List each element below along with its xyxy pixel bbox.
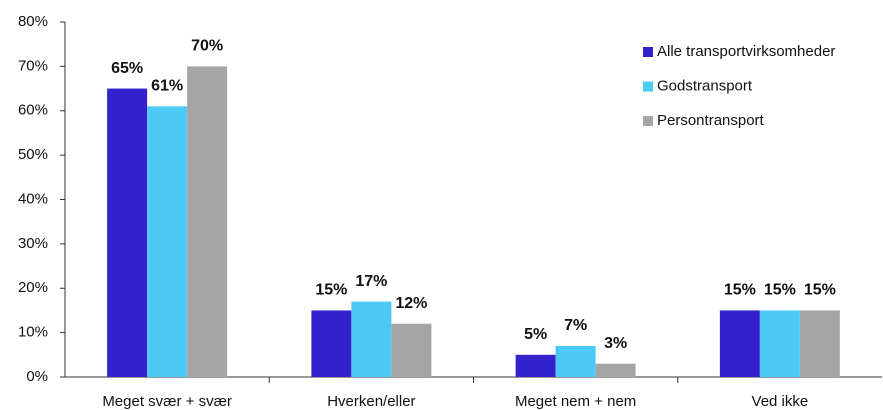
bar <box>107 88 148 377</box>
legend-label: Godstransport <box>657 77 753 94</box>
value-label: 15% <box>315 282 347 299</box>
value-label: 15% <box>724 282 756 299</box>
bar <box>595 363 636 377</box>
y-tick-label: 60% <box>18 102 48 119</box>
bar <box>759 310 800 377</box>
y-tick-label: 50% <box>18 146 48 163</box>
bar <box>311 310 352 377</box>
value-label: 12% <box>395 295 427 312</box>
value-label: 5% <box>524 326 547 343</box>
bar <box>515 354 556 377</box>
legend-swatch <box>643 47 653 57</box>
y-tick-label: 30% <box>18 235 48 252</box>
y-tick-label: 10% <box>18 324 48 341</box>
value-label: 15% <box>764 282 796 299</box>
x-tick-label: Hverken/eller <box>327 393 415 410</box>
value-label: 65% <box>111 60 143 77</box>
bar <box>147 106 188 377</box>
value-label: 17% <box>355 273 387 290</box>
y-tick-label: 20% <box>18 279 48 296</box>
value-label: 70% <box>191 38 223 55</box>
legend-label: Persontransport <box>657 112 765 129</box>
value-label: 61% <box>151 78 183 95</box>
legend-label: Alle transportvirksomheder <box>657 43 835 60</box>
bar <box>391 323 432 377</box>
bar <box>187 66 228 377</box>
bar <box>719 310 760 377</box>
x-tick-label: Meget nem + nem <box>515 393 636 410</box>
bar <box>799 310 840 377</box>
y-tick-label: 80% <box>18 13 48 30</box>
value-label: 15% <box>804 282 836 299</box>
y-tick-label: 0% <box>26 368 48 385</box>
bar <box>351 301 392 377</box>
value-label: 7% <box>564 317 587 334</box>
x-tick-label: Meget svær + svær <box>102 393 232 410</box>
x-tick-label: Ved ikke <box>752 393 809 410</box>
y-tick-label: 70% <box>18 57 48 74</box>
value-label: 3% <box>604 335 627 352</box>
legend-swatch <box>643 116 653 126</box>
bar <box>555 345 596 377</box>
y-tick-label: 40% <box>18 190 48 207</box>
legend-swatch <box>643 81 653 92</box>
